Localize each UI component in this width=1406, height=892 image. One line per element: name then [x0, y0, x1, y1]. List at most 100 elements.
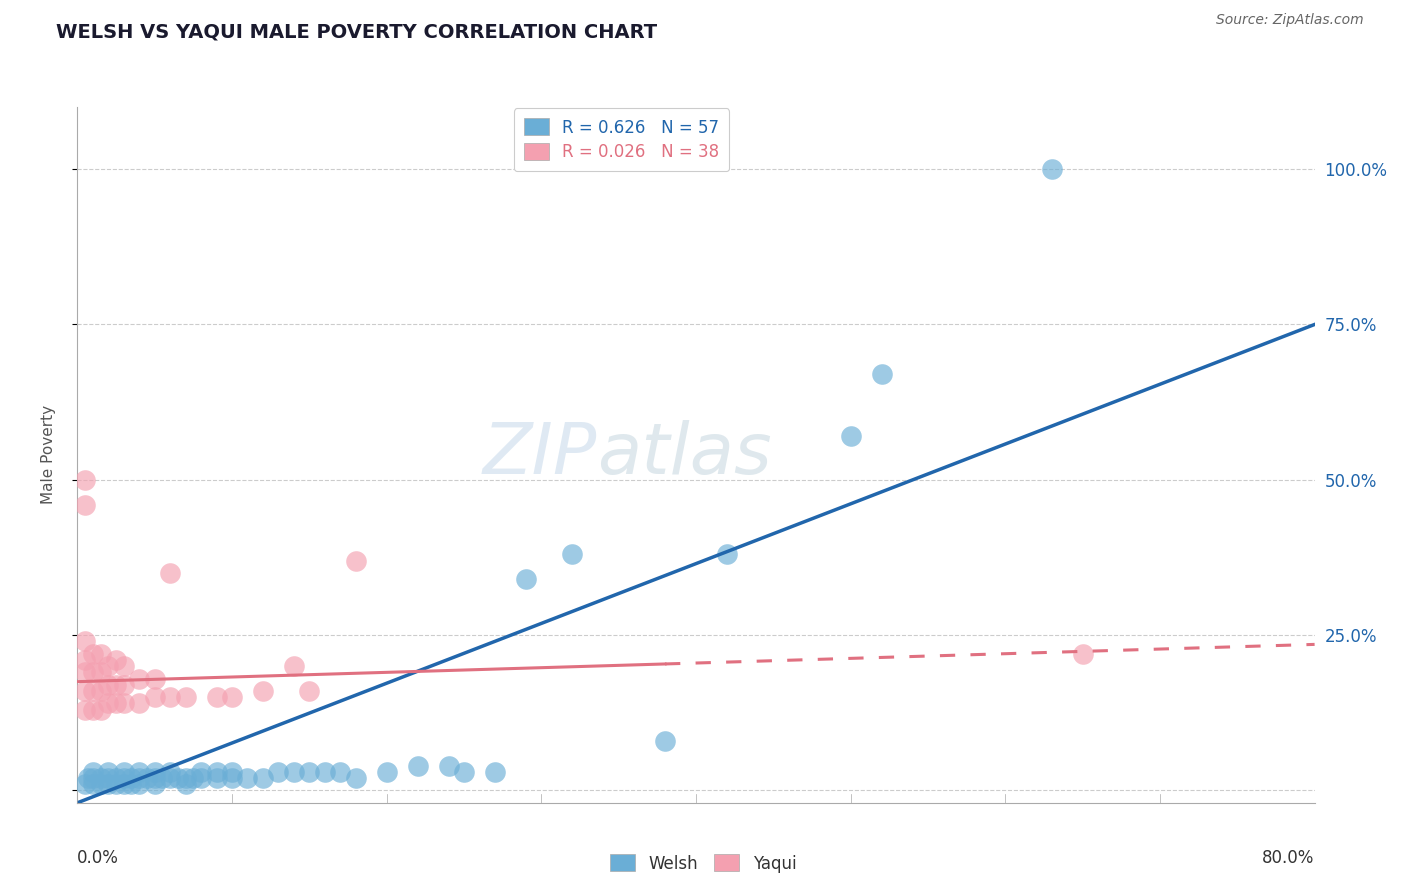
- Legend: R = 0.626   N = 57, R = 0.026   N = 38: R = 0.626 N = 57, R = 0.026 N = 38: [515, 109, 730, 171]
- Point: [75, 498, 96, 512]
- Point: [221, 764, 243, 779]
- Point: [97, 777, 120, 791]
- Point: [221, 690, 243, 705]
- Point: [90, 771, 112, 785]
- Point: [121, 777, 143, 791]
- Point: [97, 697, 120, 711]
- Point: [159, 566, 181, 580]
- Point: [190, 771, 212, 785]
- Point: [143, 777, 166, 791]
- Text: ZIP: ZIP: [482, 420, 598, 490]
- Point: [221, 771, 243, 785]
- Point: [515, 572, 537, 586]
- Point: [143, 690, 166, 705]
- Point: [128, 697, 150, 711]
- Point: [453, 764, 475, 779]
- Point: [97, 771, 120, 785]
- Legend: Welsh, Yaqui: Welsh, Yaqui: [603, 847, 803, 880]
- Point: [143, 672, 166, 686]
- Point: [82, 777, 104, 791]
- Point: [90, 684, 112, 698]
- Point: [112, 771, 135, 785]
- Point: [97, 659, 120, 673]
- Point: [128, 764, 150, 779]
- Point: [484, 764, 506, 779]
- Point: [82, 647, 104, 661]
- Point: [112, 764, 135, 779]
- Y-axis label: Male Poverty: Male Poverty: [42, 405, 56, 505]
- Text: Source: ZipAtlas.com: Source: ZipAtlas.com: [1216, 13, 1364, 28]
- Point: [105, 771, 128, 785]
- Point: [329, 764, 352, 779]
- Point: [236, 771, 259, 785]
- Point: [75, 473, 96, 487]
- Point: [283, 659, 305, 673]
- Point: [128, 672, 150, 686]
- Point: [183, 771, 205, 785]
- Point: [283, 764, 305, 779]
- Point: [190, 764, 212, 779]
- Point: [298, 684, 321, 698]
- Point: [159, 764, 181, 779]
- Point: [174, 777, 197, 791]
- Text: atlas: atlas: [598, 420, 772, 490]
- Point: [437, 758, 460, 772]
- Text: 80.0%: 80.0%: [1263, 849, 1315, 867]
- Point: [82, 665, 104, 680]
- Point: [1071, 647, 1094, 661]
- Point: [174, 771, 197, 785]
- Point: [75, 665, 96, 680]
- Text: 0.0%: 0.0%: [77, 849, 120, 867]
- Point: [298, 764, 321, 779]
- Point: [90, 665, 112, 680]
- Point: [75, 634, 96, 648]
- Point: [205, 690, 228, 705]
- Point: [136, 771, 159, 785]
- Point: [561, 547, 583, 561]
- Point: [1040, 162, 1063, 177]
- Point: [82, 771, 104, 785]
- Point: [159, 690, 181, 705]
- Point: [82, 684, 104, 698]
- Point: [314, 764, 336, 779]
- Point: [75, 777, 96, 791]
- Point: [128, 771, 150, 785]
- Point: [112, 678, 135, 692]
- Point: [252, 684, 274, 698]
- Point: [77, 771, 100, 785]
- Point: [159, 771, 181, 785]
- Point: [344, 553, 367, 567]
- Point: [82, 764, 104, 779]
- Point: [252, 771, 274, 785]
- Point: [90, 703, 112, 717]
- Point: [870, 367, 893, 381]
- Point: [75, 653, 96, 667]
- Point: [112, 777, 135, 791]
- Point: [839, 429, 862, 443]
- Point: [105, 777, 128, 791]
- Point: [112, 697, 135, 711]
- Point: [167, 771, 190, 785]
- Point: [716, 547, 738, 561]
- Point: [375, 764, 398, 779]
- Point: [97, 764, 120, 779]
- Text: WELSH VS YAQUI MALE POVERTY CORRELATION CHART: WELSH VS YAQUI MALE POVERTY CORRELATION …: [56, 22, 658, 41]
- Point: [90, 777, 112, 791]
- Point: [105, 697, 128, 711]
- Point: [654, 733, 676, 747]
- Point: [406, 758, 429, 772]
- Point: [205, 771, 228, 785]
- Point: [90, 647, 112, 661]
- Point: [75, 684, 96, 698]
- Point: [97, 678, 120, 692]
- Point: [128, 777, 150, 791]
- Point: [112, 659, 135, 673]
- Point: [152, 771, 174, 785]
- Point: [75, 703, 96, 717]
- Point: [267, 764, 290, 779]
- Point: [105, 678, 128, 692]
- Point: [143, 764, 166, 779]
- Point: [105, 653, 128, 667]
- Point: [205, 764, 228, 779]
- Point: [82, 703, 104, 717]
